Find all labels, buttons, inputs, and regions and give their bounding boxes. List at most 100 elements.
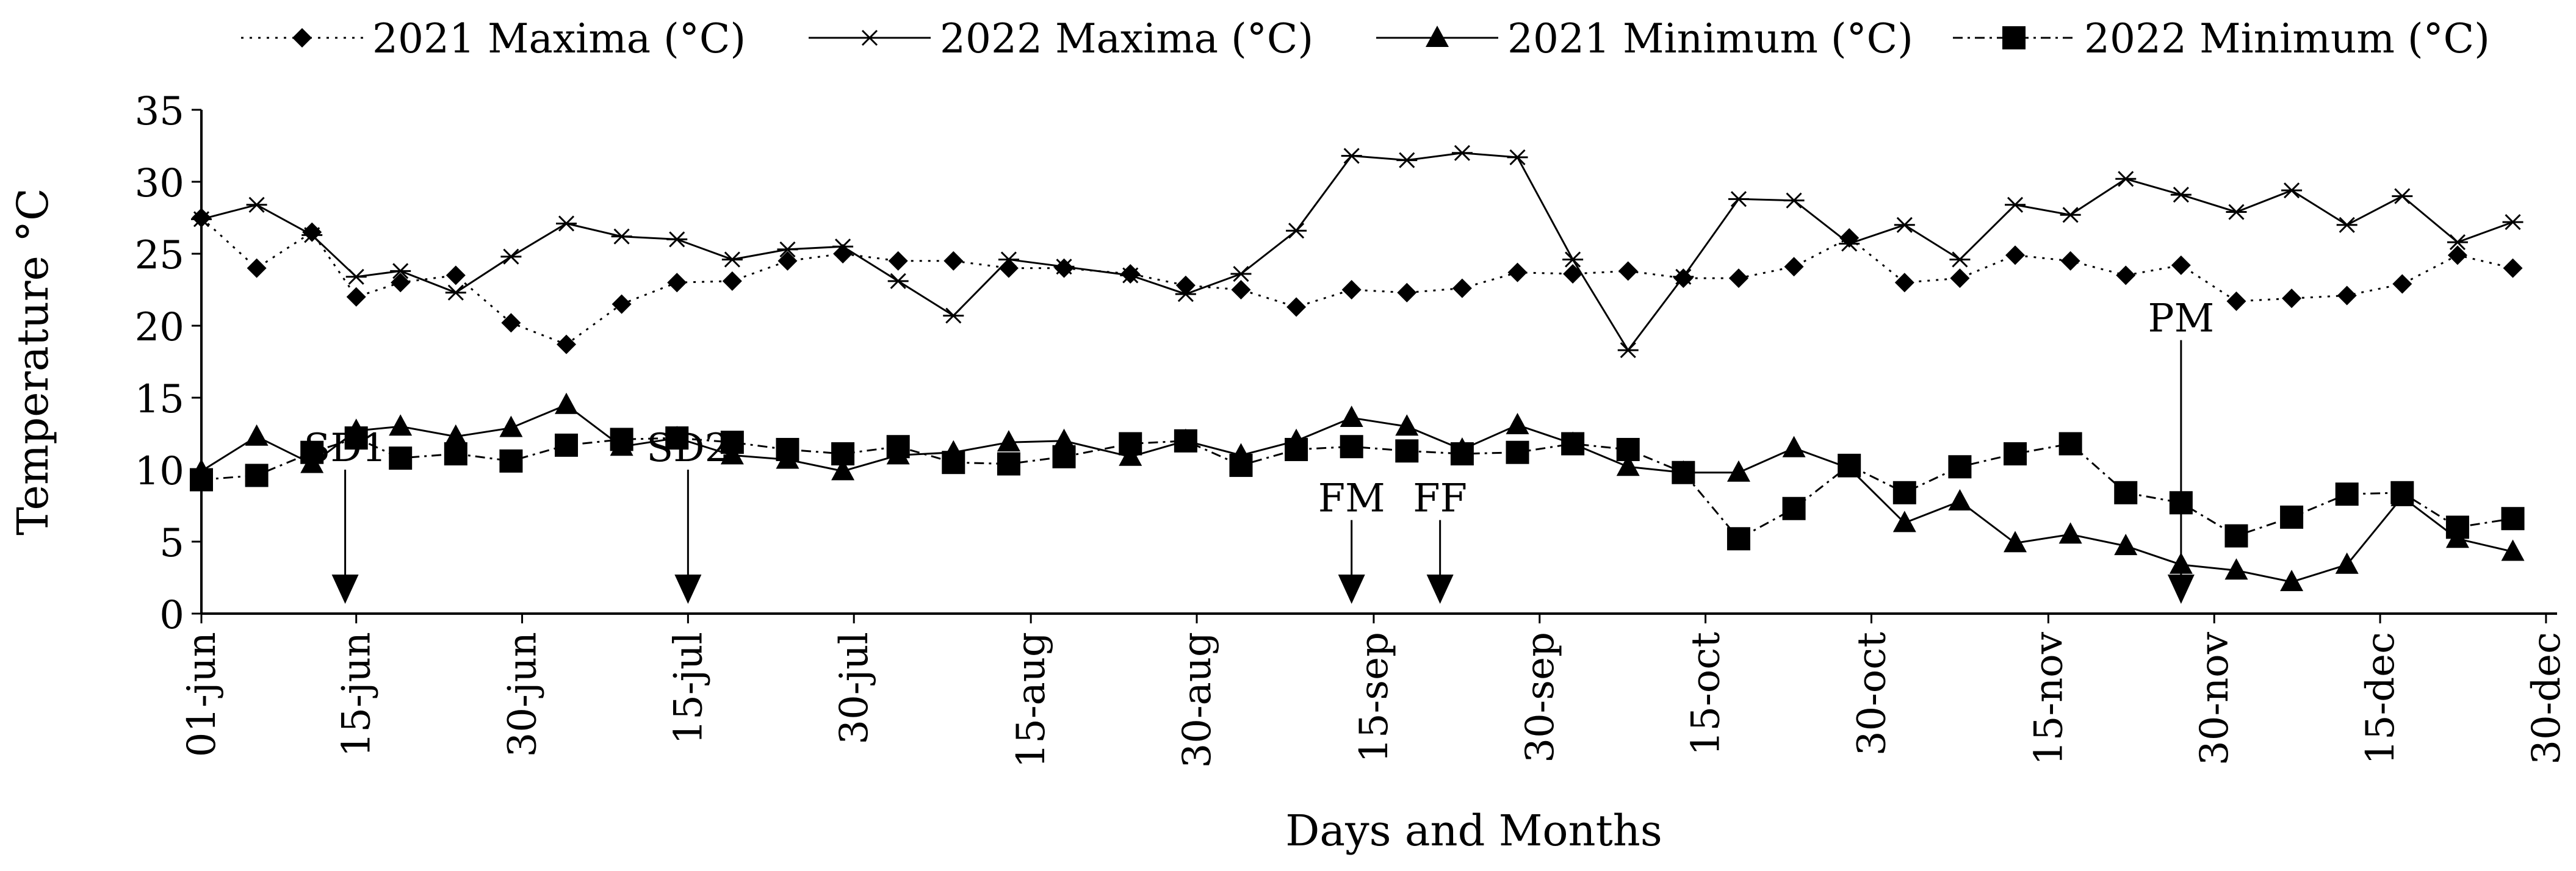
data-point [2004,442,2027,466]
data-point [390,263,411,279]
y-axis-label: Temperature °C [8,188,58,535]
data-point [444,424,467,446]
legend-label: 2022 Minimum (°C) [2084,15,2490,62]
legend-marker [2002,26,2026,49]
data-point [1395,414,1419,436]
y-tick-label: 10 [135,449,184,494]
data-point [1616,454,1640,476]
annotation-fm: FM [1318,476,1385,604]
data-point [190,468,213,492]
data-point [667,273,687,293]
data-point [2004,531,2027,553]
data-point [722,271,742,291]
data-point [997,452,1020,476]
annotation-arrow-head [2167,575,2195,604]
annotations: SD1 SD2 FM FF PM [304,296,2214,604]
data-point [500,248,522,265]
x-tick-label: 15-dec [2358,632,2403,765]
data-point [2170,187,2192,203]
data-point [247,258,267,278]
data-point [942,451,965,475]
data-point [1726,460,1750,482]
data-point [2005,245,2026,265]
data-point [499,449,523,473]
x-tick-label: 01-jun [179,632,225,757]
data-point [301,227,323,243]
data-point [556,215,577,232]
data-point [2501,539,2525,561]
data-point [2280,505,2304,529]
data-point [1174,429,1197,453]
data-point [1728,268,1748,289]
data-point [2392,274,2412,294]
x-tick-label: 30-aug [1175,632,1220,768]
y-tick-label: 20 [135,305,184,350]
data-point [2337,285,2357,306]
y-tick-label: 35 [135,89,184,134]
data-point [943,307,964,324]
annotation-sd1: SD1 [304,426,387,604]
data-point [831,459,855,481]
x-tick-label: 30-jul [832,632,877,745]
data-point [1562,251,1584,268]
data-point [998,258,1019,278]
data-point [2503,258,2523,278]
data-point [2060,207,2081,223]
data-point [2281,182,2303,199]
data-point [1948,489,1972,511]
data-point [943,251,964,271]
annotation-pm: PM [2148,296,2214,604]
data-point [499,415,523,437]
data-point [191,211,212,228]
data-point [2390,481,2414,504]
data-point [1341,280,1362,299]
data-point [1728,191,1749,207]
legend-marker [1426,26,1449,47]
legend-label: 2021 Minimum (°C) [1507,15,1913,62]
x-tick-label: 15-nov [2026,632,2071,765]
annotation-arrow-head [1426,575,1454,604]
data-point [1450,442,1474,466]
x-tick-label: 15-jun [334,632,380,757]
data-point [444,442,467,466]
legend-marker [859,29,880,46]
y-tick-label: 30 [135,161,184,206]
x-tick-label: 15-jul [666,632,711,745]
data-point [389,446,413,470]
data-point [1838,453,1861,477]
x-ticks: 01-jun 15-jun 30-jun 15-jul 30-jul 15-aug 30-a… [179,614,2569,768]
legend-item: 2022 Maxima (°C) [809,15,1313,62]
x-tick-label: 15-oct [1684,632,1729,756]
data-point [887,273,909,289]
data-point [1783,192,1805,209]
data-point [1120,267,1141,284]
data-point [886,435,910,459]
data-point [1396,152,1418,168]
x-tick-label: 15-sep [1352,632,1397,763]
data-point [2005,196,2026,213]
annotation-label: SD1 [304,426,387,471]
data-point [1230,265,1252,282]
data-point [1229,453,1253,477]
data-point [612,294,632,314]
data-point [997,430,1020,452]
data-point [2447,245,2467,265]
data-point [1506,440,1529,464]
data-point [245,424,269,446]
data-point [2114,534,2138,556]
data-point [1175,286,1196,303]
data-point [1286,297,1307,317]
data-point [1948,455,1972,479]
data-point [611,228,632,245]
data-point [345,268,367,285]
data-point [557,334,577,354]
legend-item: 2021 Maxima (°C) [241,15,746,62]
data-point [1618,261,1638,281]
data-point [1561,432,1585,456]
data-point [2502,214,2524,231]
data-point [831,442,855,466]
annotation-label: FM [1318,476,1385,522]
data-point [1894,273,1914,293]
data-point [2280,570,2304,592]
